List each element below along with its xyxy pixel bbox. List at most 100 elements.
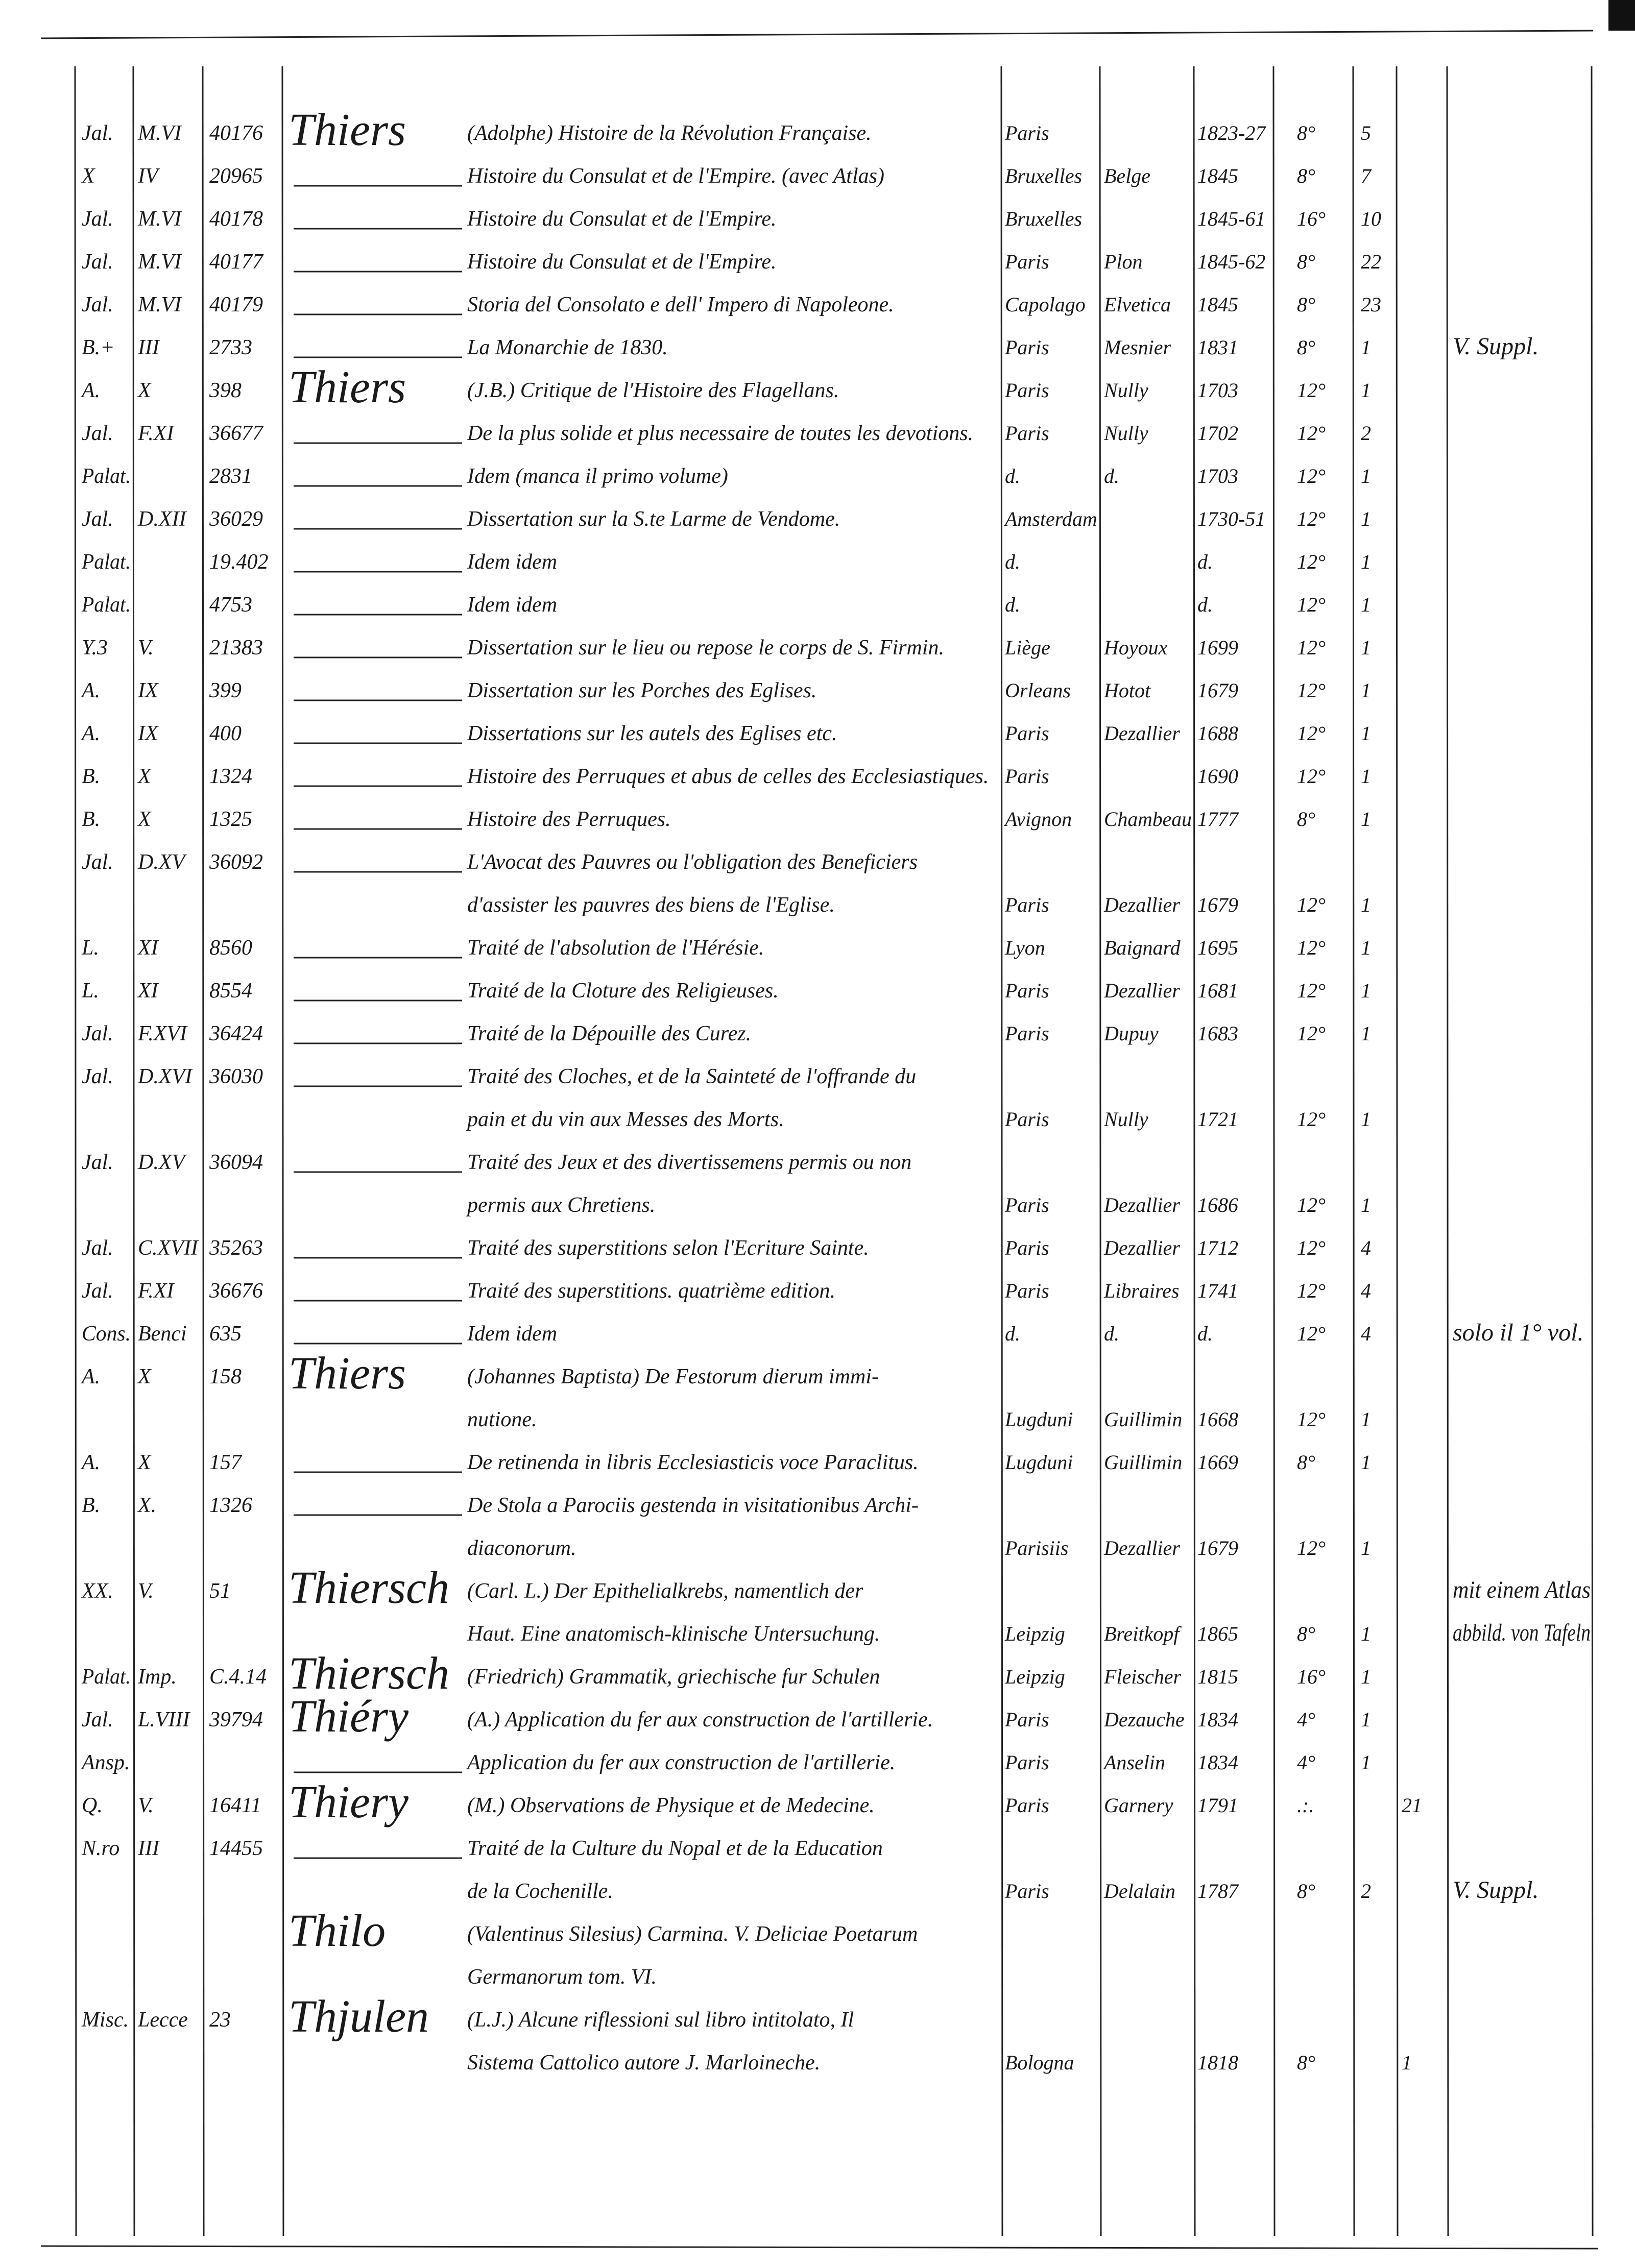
title: Idem idem [467,1322,557,1346]
call-number: 635 [209,1322,242,1346]
title: Histoire du Consulat et de l'Empire. [467,207,777,231]
title: Histoire du Consulat et de l'Empire. [467,250,777,274]
shelf-mark: Palat. [81,550,131,574]
format: 12° [1297,465,1326,487]
call-number: 40178 [209,207,263,231]
publisher: Plon [1103,250,1143,273]
place: d. [1005,465,1020,487]
section: III [137,336,160,359]
section: D.XVI [137,1065,193,1088]
call-number: C.4.14 [209,1665,267,1689]
volumes: 1 [1361,1408,1371,1431]
title: Application du fer aux construction de l… [466,1751,895,1774]
year: 1741 [1197,1279,1238,1302]
call-number: 36029 [209,507,263,531]
section: X [137,379,152,402]
format: 16° [1297,207,1326,230]
section: XI [137,979,159,1003]
format: 8° [1297,293,1315,316]
title: (J.B.) Critique de l'Histoire des Flagel… [467,379,839,402]
author-name: Thiers [288,362,406,412]
place: Paris [1004,336,1049,359]
shelf-mark: A. [80,679,100,702]
section: M.VI [137,250,182,274]
note: solo il 1° vol. [1453,1319,1584,1346]
place: Paris [1004,893,1049,916]
format: 12° [1297,1279,1326,1302]
volumes: 1 [1361,936,1371,959]
format: 8° [1297,2051,1315,2074]
year: 1681 [1197,979,1238,1002]
format: 8° [1297,250,1315,273]
year: 1815 [1197,1665,1238,1688]
title: (Carl. L.) Der Epithelialkrebs, namentli… [467,1579,863,1603]
shelf-mark: XX. [81,1579,113,1603]
place: Lyon [1004,936,1045,959]
shelf-mark: Jal. [82,207,113,231]
title: Dissertation sur le lieu ou repose le co… [467,636,944,660]
volumes: 1 [1361,722,1371,745]
call-number: 36424 [209,1022,263,1045]
shelf-mark: Jal. [82,1236,113,1260]
title: De la plus solide et plus necessaire de … [467,422,973,445]
note: abbild. von Tafeln [1453,1619,1591,1646]
volumes: 1 [1361,593,1371,616]
place: Paris [1004,1022,1049,1045]
shelf-mark: Jal. [82,1151,113,1174]
shelf-mark: Palat. [81,1665,131,1689]
entries: Jal. M.VI 40176 Thiers (Adolphe) Histoire de… [80,105,1591,2075]
year: 1865 [1197,1622,1238,1645]
place: Paris [1004,1880,1049,1903]
volumes: 5 [1361,121,1371,144]
title: Traité des Cloches, et de la Sainteté de… [467,1065,916,1088]
call-number: 23 [209,2008,231,2032]
place: Lugduni [1004,1408,1073,1431]
call-number: 39794 [209,1708,263,1732]
publisher: Baignard [1104,936,1181,959]
shelf-mark: B. [82,1494,100,1517]
title: Traité des superstitions selon l'Ecritur… [467,1236,869,1260]
year: 1712 [1197,1236,1238,1259]
call-number: 14455 [209,1837,263,1860]
place: Lugduni [1004,1451,1073,1474]
publisher: Nully [1103,1108,1148,1131]
year: d. [1197,593,1213,616]
section: F.XI [137,1279,175,1303]
author-name: Thjulen [288,1991,429,2042]
title: Storia del Consolato e dell' Impero di N… [467,293,894,316]
format: 12° [1297,765,1326,788]
publisher: Hotot [1103,679,1151,702]
place: Liège [1004,636,1050,659]
section: IX [137,722,159,745]
place: Bologna [1005,2051,1074,2074]
place: d. [1005,1322,1020,1345]
volumes: 1 [1361,507,1371,530]
shelf-mark: B. [82,765,100,788]
note: mit einem Atlas [1453,1576,1591,1603]
column-rules [74,66,1594,2236]
title: (Johannes Baptista) De Festorum dierum i… [467,1365,879,1388]
section: M.VI [137,121,182,145]
volumes: 1 [1361,1451,1371,1474]
shelf-mark: Y.3 [82,636,108,660]
volumes: 1 [1361,765,1371,788]
section: F.XI [137,422,175,445]
place: Leipzig [1004,1622,1065,1645]
volumes: 1 [1361,1022,1371,1045]
title: (M.) Observations de Physique et de Mede… [467,1794,875,1817]
shelf-mark: A. [80,722,100,745]
volumes: 1 [1361,979,1371,1002]
title: Dissertation sur la S.te Larme de Vendom… [467,507,840,531]
note: V. Suppl. [1453,333,1538,360]
title: Histoire des Perruques. [467,808,671,831]
volumes: 1 [1361,893,1371,916]
section: Benci [138,1322,187,1346]
year: 1669 [1197,1451,1238,1474]
title: Traité des superstitions. quatrième edit… [467,1279,835,1303]
place: Paris [1004,1279,1049,1302]
year: 1686 [1197,1193,1238,1216]
year: 1702 [1197,422,1238,445]
title: Haut. Eine anatomisch-klinische Untersuc… [467,1622,880,1646]
publisher: Garnery [1104,1794,1173,1817]
call-number: 398 [209,379,242,402]
